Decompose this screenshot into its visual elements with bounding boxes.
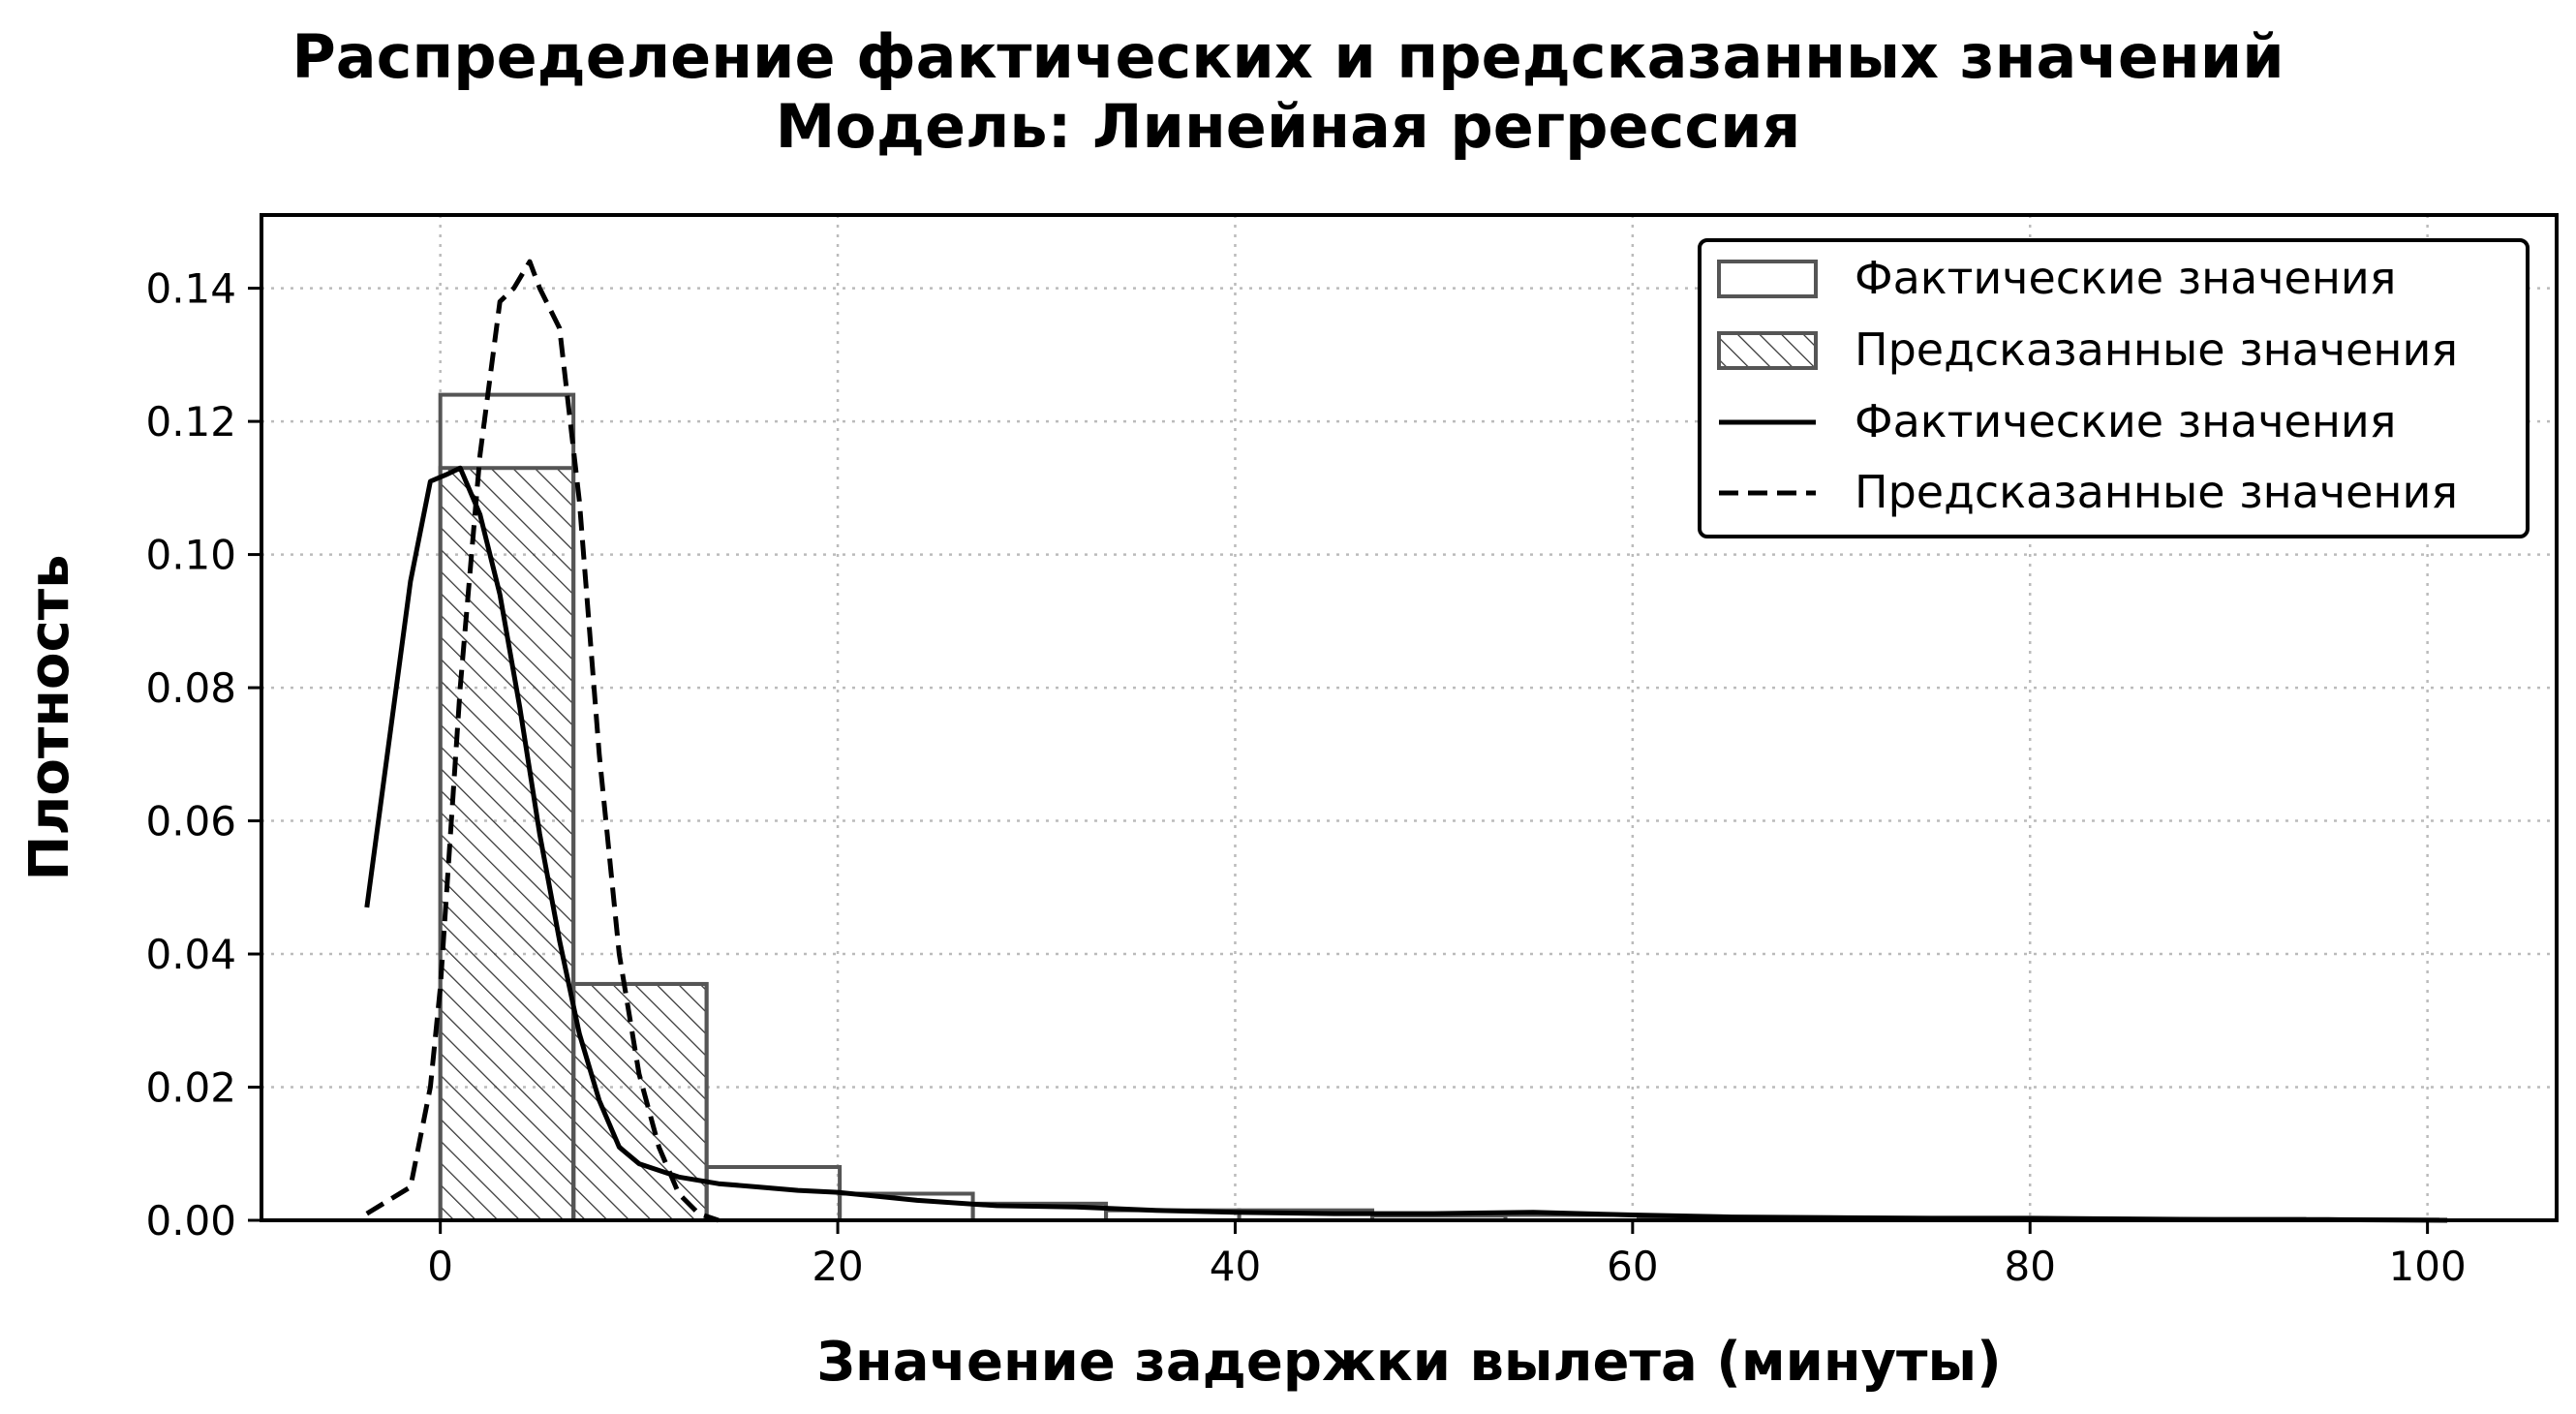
y-tick-label-3: 0.06 — [145, 798, 236, 845]
x-tick-label-5: 100 — [2389, 1243, 2467, 1290]
predicted-hist-bar-1 — [571, 981, 709, 1222]
predicted-hist-bar-0 — [438, 466, 576, 1222]
chart-title: Распределение фактических и предсказанны… — [291, 21, 2284, 92]
y-tick-label-2: 0.04 — [145, 931, 236, 978]
y-axis-ticks: 0.00 0.02 0.04 0.06 0.08 0.10 0.12 0.14 — [145, 265, 261, 1245]
actual-kde-line — [364, 465, 2448, 1223]
x-tick-label-2: 40 — [1210, 1243, 1261, 1290]
legend-label-actual-hist: Фактические значения — [1855, 252, 2396, 304]
legend-label-predicted-hist: Предсказанные значения — [1855, 323, 2458, 376]
y-tick-label-4: 0.08 — [145, 664, 236, 712]
legend-label-predicted-line: Предсказанные значения — [1855, 466, 2458, 518]
x-tick-label-4: 80 — [2005, 1243, 2056, 1290]
y-tick-label-6: 0.12 — [145, 398, 236, 446]
x-tick-label-0: 0 — [427, 1243, 453, 1290]
y-tick-label-7: 0.14 — [145, 265, 236, 313]
chart-subtitle: Модель: Линейная регрессия — [776, 91, 1801, 162]
predicted-kde-line — [365, 259, 720, 1223]
legend-swatch-predicted-hist — [1717, 331, 1818, 370]
plot-frame — [260, 213, 2559, 1222]
kde-lines — [364, 259, 2448, 1223]
y-tick-label-5: 0.10 — [145, 532, 236, 579]
legend-label-actual-line: Фактические значения — [1855, 395, 2396, 447]
x-tick-label-3: 60 — [1607, 1243, 1658, 1290]
x-axis-ticks: 0 20 40 60 80 100 — [427, 1220, 2467, 1290]
y-tick-label-1: 0.02 — [145, 1064, 236, 1112]
legend-box — [1698, 238, 2530, 538]
x-axis-label: Значение задержки вылета (минуты) — [816, 1331, 2002, 1394]
y-tick-label-0: 0.00 — [145, 1197, 236, 1245]
legend: Фактические значения Предсказанные значе… — [1698, 238, 2530, 538]
legend-swatch-actual-hist — [1717, 260, 1818, 298]
y-axis-label: Плотность — [18, 554, 81, 880]
x-tick-label-1: 20 — [812, 1243, 863, 1290]
